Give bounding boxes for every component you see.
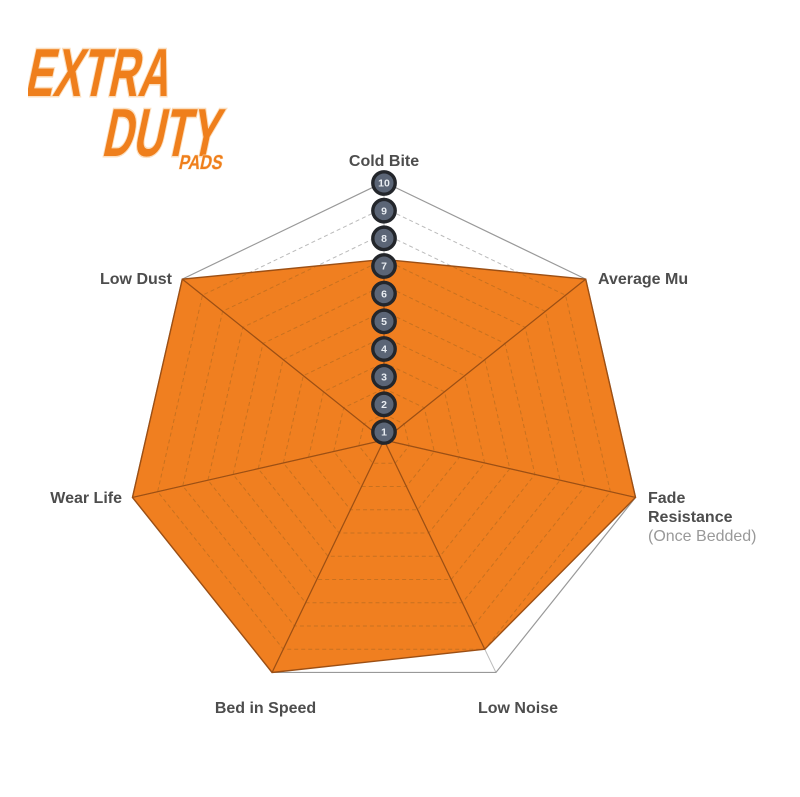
- svg-text:4: 4: [381, 344, 387, 356]
- svg-text:6: 6: [381, 288, 387, 300]
- svg-text:1: 1: [381, 427, 387, 439]
- svg-text:10: 10: [378, 178, 390, 190]
- svg-text:2: 2: [381, 399, 387, 411]
- svg-text:9: 9: [381, 205, 387, 217]
- svg-text:8: 8: [381, 233, 387, 245]
- svg-text:7: 7: [381, 261, 387, 273]
- svg-text:5: 5: [381, 316, 387, 328]
- svg-text:3: 3: [381, 371, 387, 383]
